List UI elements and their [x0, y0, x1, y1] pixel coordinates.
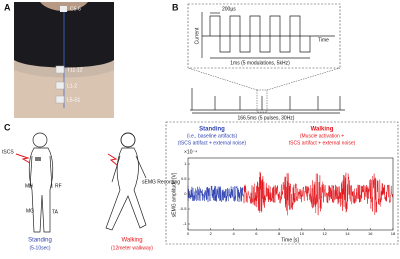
x-tick-label: 8: [278, 231, 281, 236]
walking-figure: [105, 132, 147, 231]
standing-plot-title: Standing: [199, 127, 225, 133]
y-scale: ×10⁻⁴: [184, 149, 197, 155]
standing-figure: [28, 132, 54, 233]
stimulation-icon: [15, 153, 31, 164]
note: (tSCS artifact + external noise): [178, 140, 247, 146]
panel-label: C: [4, 122, 11, 132]
plot-frame: [165, 121, 399, 245]
walking-subtitle: (12meter walkway): [111, 245, 153, 251]
y-tick-label: -1: [183, 221, 187, 226]
x-tick-label: 16: [368, 231, 373, 236]
walking-plot-title: Walking: [311, 127, 334, 133]
recording-label: sEMG Recording: [142, 179, 180, 185]
muscle-label: TA: [52, 209, 59, 215]
muscle-label: MG: [26, 208, 34, 214]
waveform-diagram: [187, 3, 345, 114]
x-tick-label: 6: [255, 231, 258, 236]
axis-label: Current: [194, 27, 200, 44]
caption: 1ms (5 modulations, 5kHz): [230, 60, 290, 66]
x-tick-label: 10: [300, 231, 305, 236]
electrode-label: C5-6: [70, 6, 81, 12]
note: (i.e., baseline artifacts): [187, 133, 238, 139]
photo: [14, 2, 114, 118]
muscle-label: MH: [25, 183, 33, 189]
y-tick-label: 0: [184, 191, 187, 196]
x-tick-label: 0: [187, 231, 190, 236]
stimulation-label: tSCS: [2, 149, 14, 155]
y-tick-label: 1: [184, 161, 187, 166]
walking-signal: [243, 171, 394, 216]
electrode-label: L1-2: [67, 83, 77, 89]
muscle-label: RF: [55, 183, 62, 189]
y-tick-label: 0.5: [181, 176, 187, 181]
x-tick-label: 14: [345, 231, 350, 236]
emg-plot: -1-0.500.510 2 4 6 8 10 12 14 16 18: [180, 157, 396, 236]
y-tick-label: -0.5: [180, 206, 188, 211]
panel-label: B: [172, 2, 179, 12]
panel-label: A: [4, 2, 11, 12]
x-axis-label: Time [s]: [281, 237, 299, 243]
x-tick-label: 2: [210, 231, 213, 236]
note: tSCS artifact + external noise): [289, 140, 356, 146]
stimulation-icon: [107, 153, 118, 166]
standing-title: Standing: [28, 238, 52, 244]
y-axis-label: sEMG amplitude [V]: [171, 172, 177, 217]
pulse-width: 200µs: [222, 6, 236, 12]
x-tick-label: 4: [232, 231, 235, 236]
note: (Muscle activation +: [300, 133, 344, 139]
standing-subtitle: (5-10sec): [29, 245, 50, 251]
x-tick-label: 12: [322, 231, 327, 236]
caption: 166.5ms (5 pulses, 30Hz): [238, 115, 295, 121]
standing-signal: [187, 185, 244, 203]
x-tick-label: 18: [391, 231, 396, 236]
axis-label: Time: [318, 37, 329, 43]
walking-title: Walking: [121, 238, 142, 244]
electrode-label: L5-S1: [67, 97, 81, 103]
electrode-label: T11-12: [67, 67, 83, 73]
